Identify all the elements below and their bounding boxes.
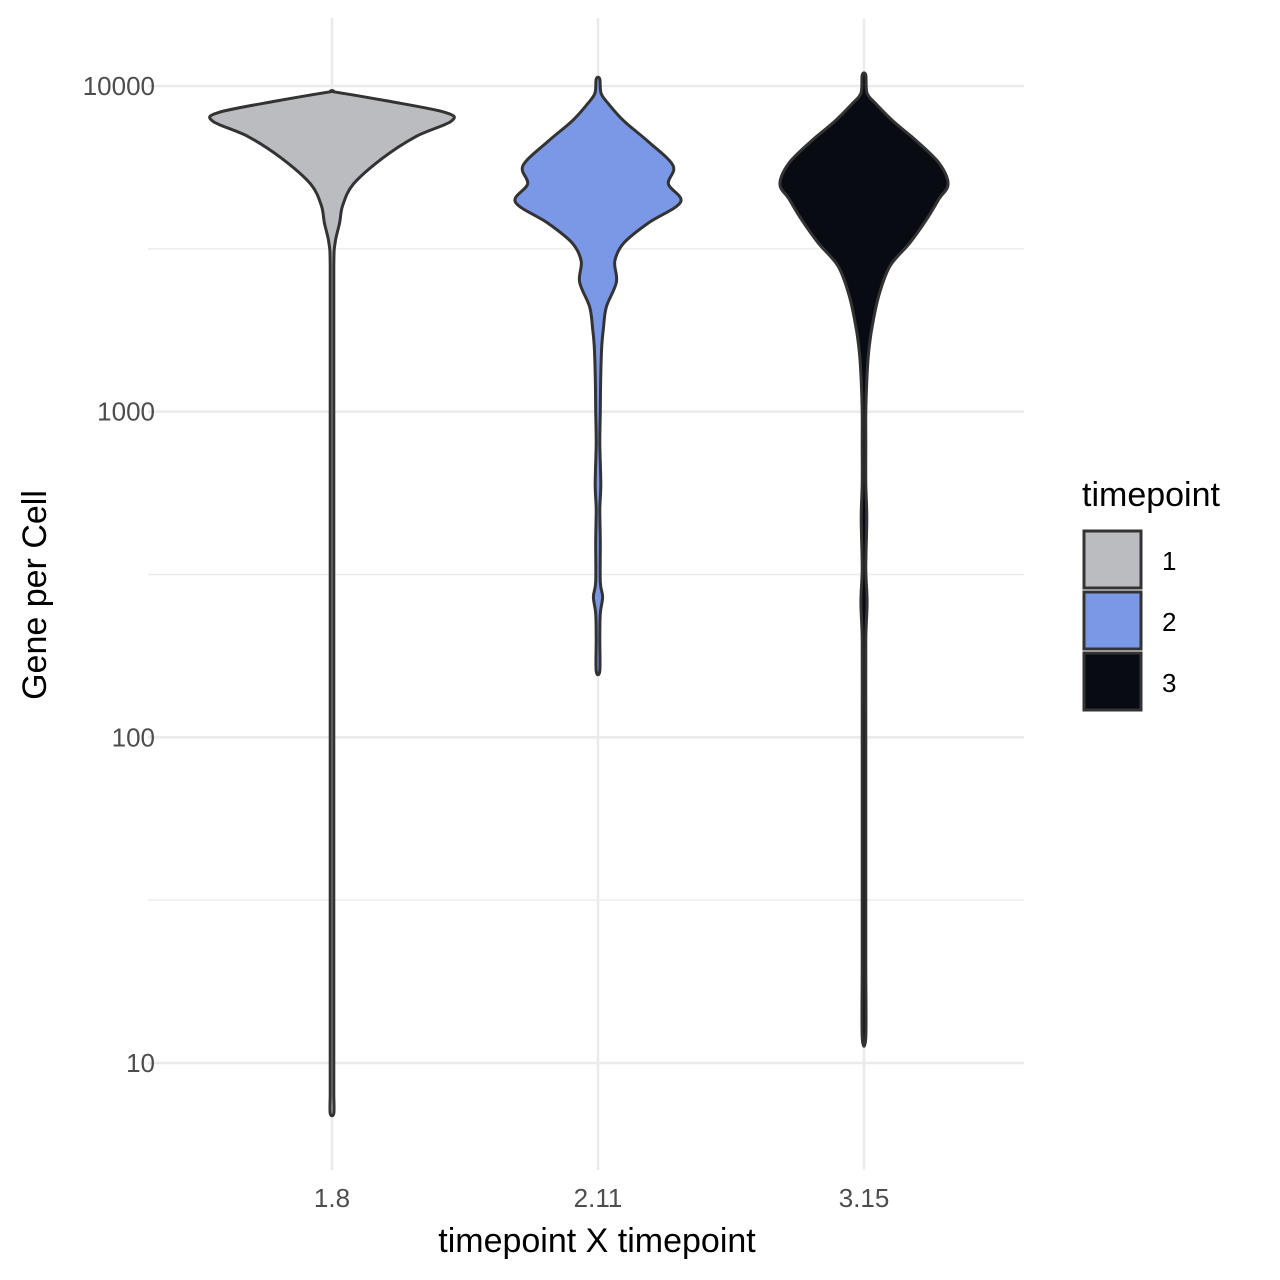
y-tick-label: 100 bbox=[112, 722, 155, 752]
y-tick-label: 10 bbox=[126, 1048, 155, 1078]
legend-title: timepoint bbox=[1082, 476, 1221, 514]
legend-swatch-2 bbox=[1082, 590, 1143, 651]
legend-swatch-1 bbox=[1082, 529, 1143, 590]
y-tick-label: 10000 bbox=[83, 71, 155, 101]
legend-label-1: 1 bbox=[1162, 546, 1176, 576]
legend-label-2: 2 bbox=[1162, 607, 1176, 637]
legend-label-3: 3 bbox=[1162, 668, 1176, 698]
x-axis-ticks: 1.8 2.11 3.15 bbox=[314, 1183, 889, 1213]
x-tick-label: 1.8 bbox=[314, 1183, 350, 1213]
y-axis-ticks: 10 100 1000 10000 bbox=[83, 71, 155, 1078]
y-axis-title: Gene per Cell bbox=[16, 490, 54, 700]
legend: timepoint 1 2 3 bbox=[1082, 476, 1221, 712]
violin-3-15 bbox=[778, 71, 950, 1048]
violin-2-11 bbox=[513, 75, 683, 677]
legend-swatch-3 bbox=[1082, 651, 1143, 712]
legend-items: 1 2 3 bbox=[1082, 529, 1176, 712]
x-axis-title: timepoint X timepoint bbox=[438, 1222, 756, 1260]
x-tick-label: 3.15 bbox=[839, 1183, 890, 1213]
violin-layer bbox=[208, 71, 950, 1118]
violin-1-8 bbox=[208, 89, 456, 1118]
x-tick-label: 2.11 bbox=[574, 1183, 623, 1213]
y-tick-label: 1000 bbox=[97, 397, 155, 427]
